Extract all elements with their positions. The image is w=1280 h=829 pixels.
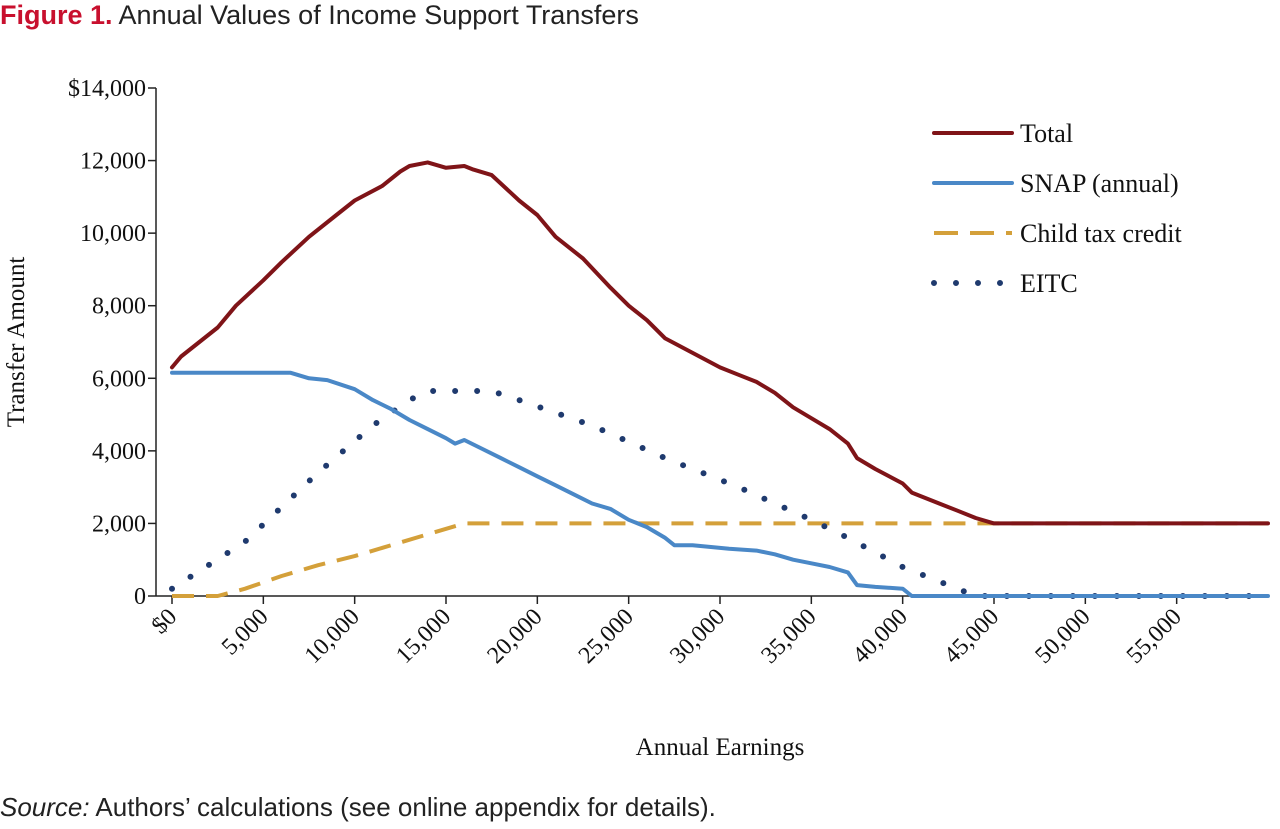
x-tick-label: 20,000 [483,604,548,669]
y-tick-label: 4,000 [92,439,146,465]
figure-title: Figure 1. Annual Values of Income Suppor… [0,0,639,31]
x-axis-title: Annual Earnings [636,734,805,761]
legend-label-snap-annual: SNAP (annual) [1020,169,1179,198]
legend: Total SNAP (annual) Child tax credit EITC [931,119,1183,298]
x-tick-label: 25,000 [574,604,639,669]
series-line-snap-annual [170,370,1270,598]
series-line-child-tax-credit [172,521,1268,598]
legend-label-child-tax-credit: Child tax credit [1020,219,1183,248]
x-tick-label: 5,000 [217,604,274,661]
source-text: Authors’ calculations (see online append… [89,792,716,822]
figure-label: Figure 1. [0,0,113,30]
x-axis: $0 5,000 10,000 15,000 20,000 25,000 30,000 35,… [147,595,1268,669]
x-tick-label: 40,000 [848,604,913,669]
y-tick-label: 8,000 [92,294,146,320]
legend-label-eitc: EITC [1020,269,1078,298]
series-line-eitc [169,388,1271,599]
y-tick-label: 2,000 [92,511,146,537]
legend-label-total: Total [1020,119,1073,148]
x-tick-label: 10,000 [300,604,365,669]
y-tick-label: 10,000 [80,221,146,247]
y-tick-label: 12,000 [80,149,146,175]
x-tick-label: 55,000 [1122,604,1187,669]
y-tick-label: $14,000 [68,76,146,102]
y-tick-label: 0 [134,584,146,610]
y-tick-label: 6,000 [92,366,146,392]
source-lead: Source: [0,792,90,822]
x-tick-label: 30,000 [665,604,730,669]
figure-title-text: Annual Values of Income Support Transfer… [118,0,639,30]
series-layer [169,160,1271,599]
x-tick-label: 50,000 [1031,604,1096,669]
source-note: Source: Authors’ calculations (see onlin… [0,792,716,823]
y-axis: 0 2,000 4,000 6,000 8,000 10,000 12,000 $14,000 [68,76,157,610]
y-axis-title: Transfer Amount [3,257,30,428]
x-tick-label: 15,000 [391,604,456,669]
x-tick-label: $0 [147,604,182,639]
x-tick-label: 35,000 [757,604,822,669]
series-line-total [170,160,1270,526]
x-tick-label: 45,000 [939,604,1004,669]
